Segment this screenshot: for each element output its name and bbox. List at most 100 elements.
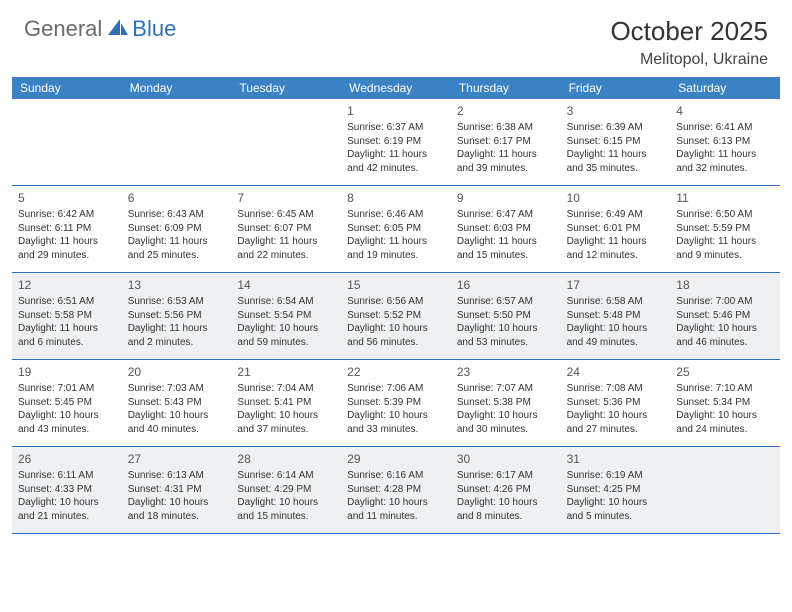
sunset-text: Sunset: 6:03 PM bbox=[457, 222, 555, 236]
sunrise-text: Sunrise: 7:00 AM bbox=[676, 295, 774, 309]
day-cell: 18Sunrise: 7:00 AMSunset: 5:46 PMDayligh… bbox=[670, 273, 780, 359]
day-number: 10 bbox=[567, 190, 665, 206]
sunset-text: Sunset: 6:13 PM bbox=[676, 135, 774, 149]
day-cell: 16Sunrise: 6:57 AMSunset: 5:50 PMDayligh… bbox=[451, 273, 561, 359]
day-number: 30 bbox=[457, 451, 555, 467]
calendar: Sunday Monday Tuesday Wednesday Thursday… bbox=[0, 77, 792, 534]
day-number: 2 bbox=[457, 103, 555, 119]
sunrise-text: Sunrise: 6:45 AM bbox=[237, 208, 335, 222]
day-cell: 13Sunrise: 6:53 AMSunset: 5:56 PMDayligh… bbox=[122, 273, 232, 359]
sunrise-text: Sunrise: 6:49 AM bbox=[567, 208, 665, 222]
sunrise-text: Sunrise: 6:42 AM bbox=[18, 208, 116, 222]
day-number: 16 bbox=[457, 277, 555, 293]
sunrise-text: Sunrise: 6:39 AM bbox=[567, 121, 665, 135]
sunset-text: Sunset: 4:25 PM bbox=[567, 483, 665, 497]
day-cell: 31Sunrise: 6:19 AMSunset: 4:25 PMDayligh… bbox=[561, 447, 671, 533]
sunset-text: Sunset: 5:38 PM bbox=[457, 396, 555, 410]
day-cell: 15Sunrise: 6:56 AMSunset: 5:52 PMDayligh… bbox=[341, 273, 451, 359]
daylight-text: Daylight: 11 hours and 12 minutes. bbox=[567, 235, 665, 262]
day-header-tuesday: Tuesday bbox=[231, 77, 341, 99]
day-number: 29 bbox=[347, 451, 445, 467]
sunset-text: Sunset: 5:45 PM bbox=[18, 396, 116, 410]
sunset-text: Sunset: 5:36 PM bbox=[567, 396, 665, 410]
logo-sail-icon bbox=[106, 17, 130, 42]
day-cell: 2Sunrise: 6:38 AMSunset: 6:17 PMDaylight… bbox=[451, 99, 561, 185]
daylight-text: Daylight: 10 hours and 15 minutes. bbox=[237, 496, 335, 523]
daylight-text: Daylight: 11 hours and 35 minutes. bbox=[567, 148, 665, 175]
sunset-text: Sunset: 6:01 PM bbox=[567, 222, 665, 236]
sunset-text: Sunset: 5:34 PM bbox=[676, 396, 774, 410]
month-title: October 2025 bbox=[610, 16, 768, 47]
daylight-text: Daylight: 11 hours and 15 minutes. bbox=[457, 235, 555, 262]
sunset-text: Sunset: 6:05 PM bbox=[347, 222, 445, 236]
sunrise-text: Sunrise: 6:16 AM bbox=[347, 469, 445, 483]
sunset-text: Sunset: 4:29 PM bbox=[237, 483, 335, 497]
title-block: October 2025 Melitopol, Ukraine bbox=[610, 16, 768, 69]
day-number: 21 bbox=[237, 364, 335, 380]
daylight-text: Daylight: 10 hours and 37 minutes. bbox=[237, 409, 335, 436]
day-cell: 3Sunrise: 6:39 AMSunset: 6:15 PMDaylight… bbox=[561, 99, 671, 185]
week-row: 5Sunrise: 6:42 AMSunset: 6:11 PMDaylight… bbox=[12, 186, 780, 273]
header: General Blue October 2025 Melitopol, Ukr… bbox=[0, 0, 792, 77]
day-header-monday: Monday bbox=[122, 77, 232, 99]
sunset-text: Sunset: 6:15 PM bbox=[567, 135, 665, 149]
day-cell: 29Sunrise: 6:16 AMSunset: 4:28 PMDayligh… bbox=[341, 447, 451, 533]
day-number: 9 bbox=[457, 190, 555, 206]
day-cell bbox=[670, 447, 780, 533]
day-number: 7 bbox=[237, 190, 335, 206]
sunrise-text: Sunrise: 6:47 AM bbox=[457, 208, 555, 222]
logo: General Blue bbox=[24, 16, 176, 42]
day-cell: 10 Sunrise: 6:49 AMSunset: 6:01 PMDayligh… bbox=[561, 186, 671, 272]
day-number: 14 bbox=[237, 277, 335, 293]
day-cell: 6Sunrise: 6:43 AMSunset: 6:09 PMDaylight… bbox=[122, 186, 232, 272]
sunset-text: Sunset: 5:43 PM bbox=[128, 396, 226, 410]
sunrise-text: Sunrise: 7:10 AM bbox=[676, 382, 774, 396]
day-number: 17 bbox=[567, 277, 665, 293]
week-row: 19Sunrise: 7:01 AMSunset: 5:45 PMDayligh… bbox=[12, 360, 780, 447]
day-cell: 8Sunrise: 6:46 AMSunset: 6:05 PMDaylight… bbox=[341, 186, 451, 272]
day-cell: 5Sunrise: 6:42 AMSunset: 6:11 PMDaylight… bbox=[12, 186, 122, 272]
sunset-text: Sunset: 6:09 PM bbox=[128, 222, 226, 236]
sunset-text: Sunset: 4:26 PM bbox=[457, 483, 555, 497]
day-number: 13 bbox=[128, 277, 226, 293]
location: Melitopol, Ukraine bbox=[610, 51, 768, 69]
daylight-text: Daylight: 11 hours and 19 minutes. bbox=[347, 235, 445, 262]
sunrise-text: Sunrise: 6:19 AM bbox=[567, 469, 665, 483]
day-cell bbox=[12, 99, 122, 185]
sunrise-text: Sunrise: 6:54 AM bbox=[237, 295, 335, 309]
day-cell: 27Sunrise: 6:13 AMSunset: 4:31 PMDayligh… bbox=[122, 447, 232, 533]
week-row: 26Sunrise: 6:11 AMSunset: 4:33 PMDayligh… bbox=[12, 447, 780, 534]
sunrise-text: Sunrise: 6:51 AM bbox=[18, 295, 116, 309]
sunrise-text: Sunrise: 6:46 AM bbox=[347, 208, 445, 222]
day-cell: 30Sunrise: 6:17 AMSunset: 4:26 PMDayligh… bbox=[451, 447, 561, 533]
sunrise-text: Sunrise: 6:50 AM bbox=[676, 208, 774, 222]
sunset-text: Sunset: 5:50 PM bbox=[457, 309, 555, 323]
sunrise-text: Sunrise: 7:01 AM bbox=[18, 382, 116, 396]
sunrise-text: Sunrise: 6:17 AM bbox=[457, 469, 555, 483]
sunrise-text: Sunrise: 6:41 AM bbox=[676, 121, 774, 135]
day-number: 26 bbox=[18, 451, 116, 467]
daylight-text: Daylight: 11 hours and 9 minutes. bbox=[676, 235, 774, 262]
day-cell: 17Sunrise: 6:58 AMSunset: 5:48 PMDayligh… bbox=[561, 273, 671, 359]
sunrise-text: Sunrise: 6:57 AM bbox=[457, 295, 555, 309]
day-cell: 1Sunrise: 6:37 AMSunset: 6:19 PMDaylight… bbox=[341, 99, 451, 185]
daylight-text: Daylight: 10 hours and 18 minutes. bbox=[128, 496, 226, 523]
sunset-text: Sunset: 5:48 PM bbox=[567, 309, 665, 323]
week-row: 1Sunrise: 6:37 AMSunset: 6:19 PMDaylight… bbox=[12, 99, 780, 186]
logo-text-blue: Blue bbox=[132, 16, 176, 42]
sunset-text: Sunset: 4:33 PM bbox=[18, 483, 116, 497]
sunrise-text: Sunrise: 6:38 AM bbox=[457, 121, 555, 135]
day-header-row: Sunday Monday Tuesday Wednesday Thursday… bbox=[12, 77, 780, 99]
daylight-text: Daylight: 10 hours and 27 minutes. bbox=[567, 409, 665, 436]
day-number: 18 bbox=[676, 277, 774, 293]
daylight-text: Daylight: 10 hours and 43 minutes. bbox=[18, 409, 116, 436]
sunset-text: Sunset: 5:41 PM bbox=[237, 396, 335, 410]
day-cell: 24Sunrise: 7:08 AMSunset: 5:36 PMDayligh… bbox=[561, 360, 671, 446]
sunset-text: Sunset: 4:28 PM bbox=[347, 483, 445, 497]
sunrise-text: Sunrise: 6:53 AM bbox=[128, 295, 226, 309]
day-number: 23 bbox=[457, 364, 555, 380]
sunrise-text: Sunrise: 6:43 AM bbox=[128, 208, 226, 222]
sunrise-text: Sunrise: 6:13 AM bbox=[128, 469, 226, 483]
logo-text-general: General bbox=[24, 16, 102, 42]
daylight-text: Daylight: 11 hours and 6 minutes. bbox=[18, 322, 116, 349]
